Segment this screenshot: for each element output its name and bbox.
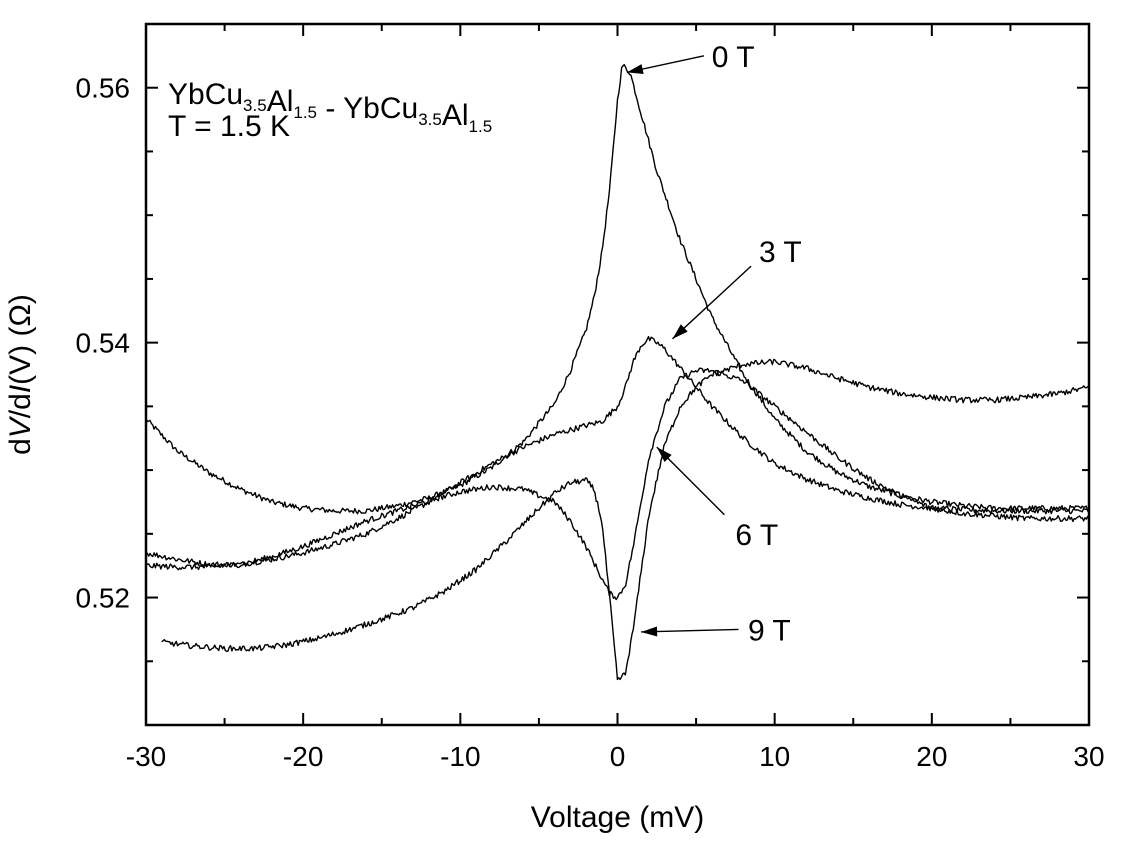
plot-frame <box>144 22 1091 727</box>
annotation-label: 3 T <box>759 236 802 269</box>
x-tick-label: 0 <box>610 741 626 772</box>
y-axis-title: dV/dI(V) (Ω) <box>4 294 37 455</box>
annotation-0t: 0 T <box>626 41 755 74</box>
annotation-3t: 3 T <box>672 236 802 340</box>
arrow-head <box>641 626 658 637</box>
y-axis-title-part: I <box>4 385 37 393</box>
x-tick-label: 20 <box>916 741 947 772</box>
sample-label-subscript: 1.5 <box>293 103 317 122</box>
sample-label-subscript: 3.5 <box>243 96 267 115</box>
sample-label-part: - YbCu <box>317 92 418 125</box>
tick-labels-layer: -30 -20 -10 0 10 20 30 0.52 0.54 0.56 <box>76 73 1105 772</box>
sample-label-part: Al <box>442 99 469 132</box>
y-tick-label: 0.52 <box>76 583 131 614</box>
y-axis-title-part: V <box>4 415 37 438</box>
sample-label-subscript: 3.5 <box>418 110 442 129</box>
x-axis-title: Voltage (mV) <box>531 801 704 834</box>
x-tick-label: -10 <box>440 741 480 772</box>
arrow-line <box>641 628 739 633</box>
series-line-0t <box>145 63 1090 515</box>
y-tick-label: 0.56 <box>76 73 131 104</box>
y-tick-label: 0.54 <box>76 328 131 359</box>
sample-label-part: Al <box>267 85 294 118</box>
y-axis-title-part: d <box>4 438 37 455</box>
curves-layer <box>145 63 1090 681</box>
annotation-label: 9 T <box>748 614 791 647</box>
series-line-9t <box>161 358 1090 681</box>
arrow-line <box>672 265 752 340</box>
annotations-layer: 0 T 3 T 6 T 9 T <box>626 41 802 647</box>
sample-label-part: YbCu <box>168 78 243 111</box>
sample-label-subscript: 1.5 <box>469 117 493 136</box>
y-axis-title-part: /d <box>4 393 37 418</box>
annotation-label: 6 T <box>735 519 778 552</box>
sample-label: YbCu3.5Al1.5 - YbCu3.5Al1.5 <box>168 78 492 136</box>
annotation-label: 0 T <box>712 41 755 74</box>
temperature-label: T = 1.5 K <box>168 110 290 143</box>
annotation-6t: 6 T <box>656 446 778 552</box>
x-tick-label: -30 <box>126 741 166 772</box>
arrow-head <box>626 64 644 74</box>
x-tick-label: -20 <box>283 741 323 772</box>
arrow-head <box>656 447 672 462</box>
y-axis-title-part: (V) (Ω) <box>4 294 37 385</box>
series-line-6t <box>145 367 1090 601</box>
x-tick-label: 30 <box>1073 741 1104 772</box>
series-line-3t <box>145 335 1090 568</box>
annotation-9t: 9 T <box>641 614 791 647</box>
x-tick-label: 10 <box>759 741 790 772</box>
arrow-head <box>672 324 688 339</box>
